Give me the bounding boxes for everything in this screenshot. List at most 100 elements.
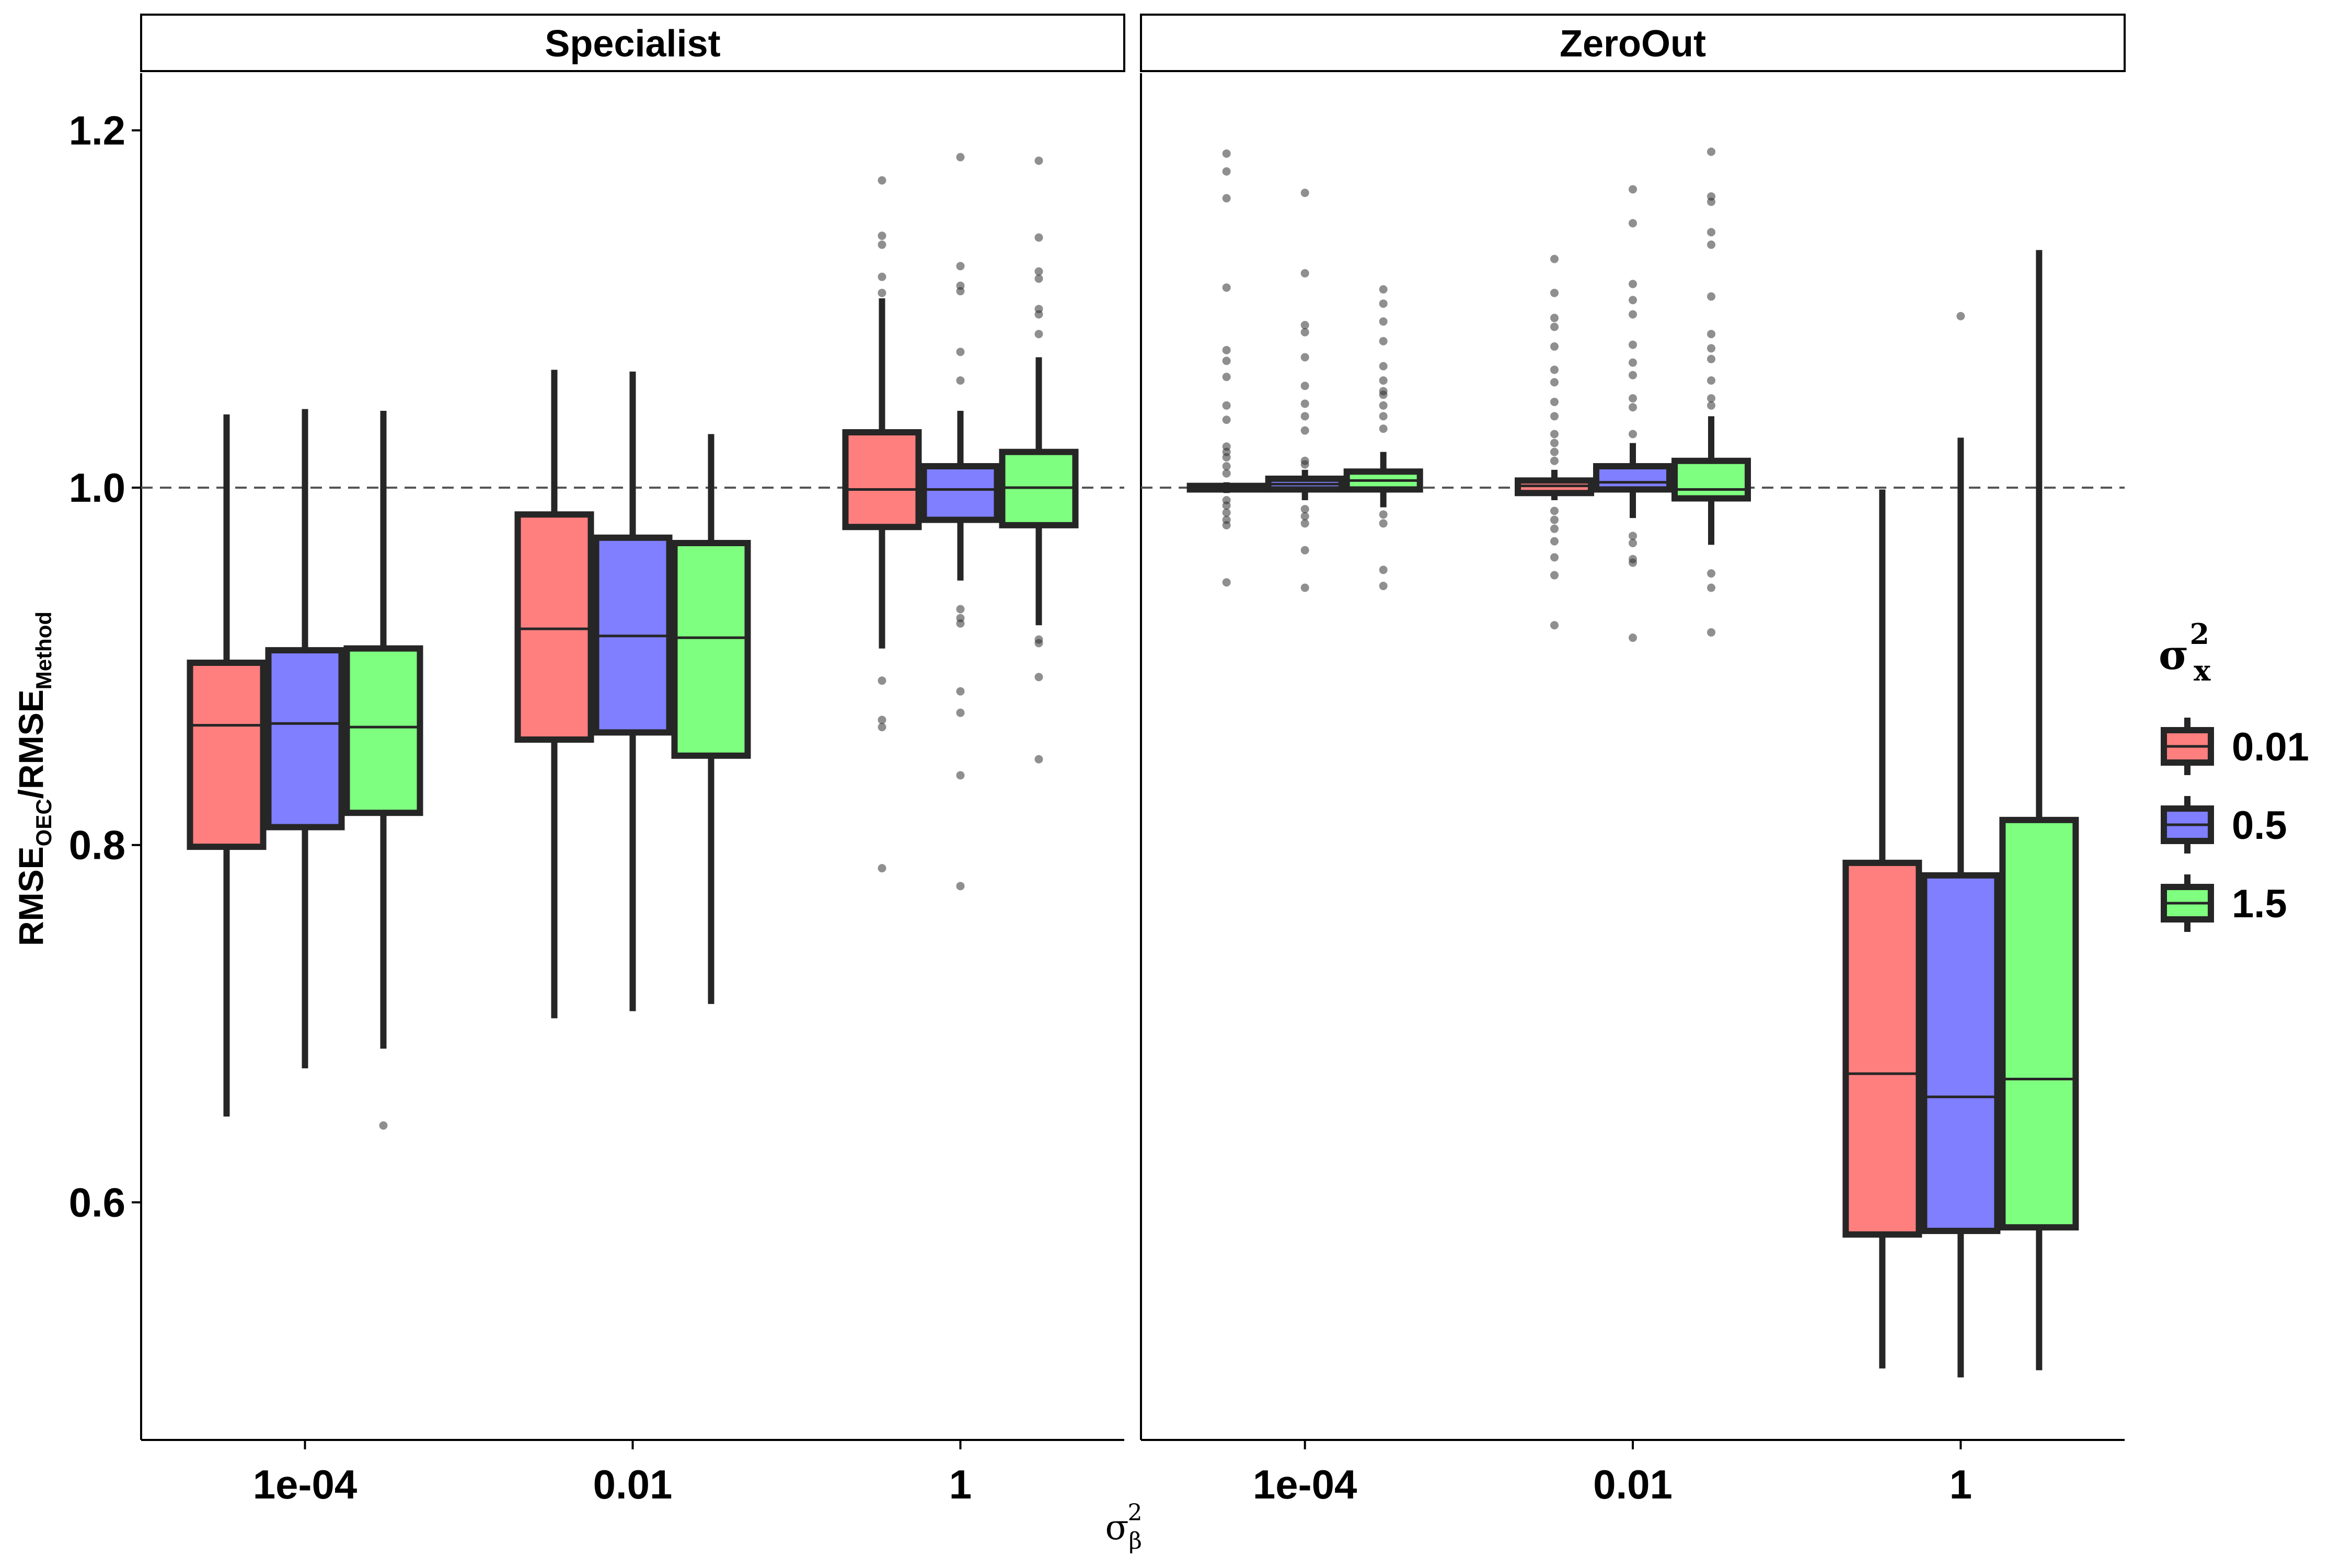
outlier-point: [1550, 456, 1559, 465]
outlier-point: [1629, 358, 1637, 367]
outlier-point: [956, 348, 965, 356]
box-0.5: [1921, 312, 2001, 1378]
box-1.5: [671, 434, 751, 1004]
outlier-point: [1707, 583, 1715, 592]
outlier-point: [1707, 628, 1715, 637]
outlier-point: [1222, 373, 1231, 382]
outlier-point: [878, 864, 886, 873]
outlier-point: [1034, 673, 1043, 682]
box-0.01: [1186, 149, 1266, 587]
outlier-point: [1034, 233, 1043, 242]
outlier-point: [1379, 412, 1388, 421]
box-0.5: [920, 153, 1000, 891]
outlier-point: [1222, 416, 1231, 424]
outlier-point: [1379, 582, 1388, 591]
box-0.01: [514, 370, 594, 1019]
outlier-point: [1707, 569, 1715, 578]
outlier-point: [1300, 505, 1309, 514]
outlier-point: [1629, 539, 1637, 548]
outlier-point: [1300, 512, 1309, 521]
facet-strip: [1140, 14, 2126, 72]
outlier-point: [1550, 255, 1559, 263]
box-body: [265, 647, 345, 831]
outlier-point: [1300, 426, 1309, 435]
outlier-point: [878, 676, 886, 685]
outlier-point: [1629, 394, 1637, 403]
x-tick-label: 0.01: [1593, 1461, 1673, 1507]
outlier-point: [1222, 283, 1231, 292]
outlier-point: [1629, 310, 1637, 319]
outlier-point: [1222, 167, 1231, 176]
outlier-point: [1379, 317, 1388, 326]
outlier-point: [1550, 322, 1559, 331]
x-tick-label: 1e-04: [1253, 1461, 1357, 1507]
outlier-point: [878, 723, 886, 732]
outlier-point: [1707, 292, 1715, 301]
outlier-point: [1550, 430, 1559, 439]
box-0.01: [1842, 489, 1922, 1369]
x-axis-title: σ2 β: [1105, 1500, 1142, 1554]
panel-specialist: Specialist 1e-04 0.01 1: [140, 14, 1125, 1507]
outlier-point: [878, 240, 886, 249]
box-body: [842, 429, 922, 531]
outlier-point: [1629, 371, 1637, 379]
outlier-point: [1629, 558, 1637, 567]
outlier-point: [956, 262, 965, 271]
box-1.5: [1343, 285, 1423, 591]
box-0.01: [1515, 255, 1594, 630]
legend: σ2 x 0.01 0.5 1.5: [2159, 617, 2309, 932]
outlier-point: [1707, 198, 1715, 206]
outlier-point: [1222, 578, 1231, 587]
outlier-point: [1550, 553, 1559, 562]
outlier-point: [1550, 439, 1559, 447]
box-body: [1999, 816, 2079, 1231]
outlier-point: [1629, 340, 1637, 349]
legend-title: σ2 x: [2159, 617, 2211, 687]
x-tick-label: 1e-04: [253, 1461, 358, 1507]
outlier-point: [1550, 365, 1559, 374]
legend-item-1.5: 1.5: [2161, 874, 2287, 932]
y-axis-title: RMSEOEC/RMSEMethod: [11, 612, 56, 946]
outlier-point: [878, 176, 886, 185]
outlier-point: [1629, 403, 1637, 412]
outlier-point: [1379, 510, 1388, 519]
outlier-point: [956, 882, 965, 891]
box-1.5: [999, 156, 1079, 764]
outlier-point: [1629, 219, 1637, 228]
outlier-point: [956, 605, 965, 614]
outlier-point: [1300, 583, 1309, 592]
legend-label: 0.5: [2232, 803, 2287, 848]
panel-zeroout: ZeroOut 1e-04 0.01 1: [1140, 14, 2126, 1507]
y-title-sub-oec: OEC: [31, 799, 56, 846]
box-0.5: [593, 371, 673, 1011]
legend-title-sub: x: [2194, 654, 2211, 687]
y-tick-label: 0.6: [69, 1179, 125, 1225]
outlier-point: [956, 153, 965, 162]
outlier-point: [1379, 362, 1388, 371]
outlier-point: [878, 289, 886, 297]
outlier-point: [1300, 320, 1309, 329]
box-body: [514, 511, 594, 743]
outlier-point: [1379, 390, 1388, 399]
outlier-point: [878, 272, 886, 281]
outlier-point: [1300, 399, 1309, 408]
outlier-point: [956, 771, 965, 780]
legend-item-0.5: 0.5: [2161, 796, 2287, 854]
box-body: [1921, 872, 2001, 1235]
outlier-point: [1629, 296, 1637, 305]
outlier-point: [1707, 354, 1715, 363]
outlier-point: [1550, 289, 1559, 297]
outlier-point: [1222, 194, 1231, 203]
outlier-point: [1379, 566, 1388, 574]
outlier-point: [1222, 501, 1231, 510]
outlier-point: [1222, 401, 1231, 410]
outlier-point: [379, 1121, 388, 1130]
outlier-point: [1222, 508, 1231, 517]
facet-strip: [140, 14, 1125, 72]
outlier-point: [1222, 453, 1231, 462]
box-body: [1593, 463, 1673, 493]
outlier-point: [1707, 228, 1715, 237]
outlier-point: [956, 287, 965, 296]
outlier-point: [1550, 447, 1559, 456]
outlier-point: [1300, 412, 1309, 421]
